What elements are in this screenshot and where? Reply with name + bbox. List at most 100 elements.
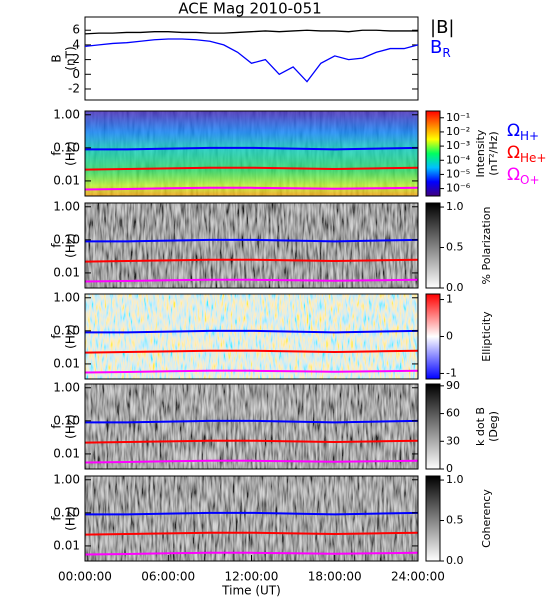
y-axis-label: f bbox=[50, 151, 64, 156]
colorbar-tick-label: 1 bbox=[446, 293, 453, 306]
y-tick-label: 6 bbox=[72, 23, 80, 37]
plot-frame bbox=[84, 383, 419, 470]
gyrofrequency-line bbox=[84, 439, 419, 444]
chart-title: ACE Mag 2010-051 bbox=[178, 0, 321, 18]
gyrofrequency-line bbox=[84, 369, 419, 374]
spectrogram-texture bbox=[85, 476, 418, 561]
y-tick-label: 0.01 bbox=[53, 173, 80, 187]
colorbar-label: Coherency bbox=[480, 489, 493, 548]
colorbar-tick-label: 0.5 bbox=[446, 241, 464, 254]
y-axis-label: (Hz) bbox=[64, 324, 78, 349]
y-tick-label: 1.00 bbox=[53, 472, 80, 486]
y-axis-label: (Hz) bbox=[64, 141, 78, 166]
colorbar-tick-label: 10⁻³ bbox=[446, 139, 470, 152]
gyrofrequency-line bbox=[84, 166, 419, 171]
legend-entry: BR bbox=[430, 37, 451, 60]
spectrogram-texture bbox=[85, 384, 418, 469]
colorbar bbox=[425, 383, 441, 470]
x-tick-label: 18:00:00 bbox=[308, 570, 362, 584]
gyrofrequency-line bbox=[85, 419, 419, 424]
y-tick-label: 0.01 bbox=[53, 538, 80, 552]
gyrofrequency-line bbox=[84, 551, 419, 556]
legend-entry: ΩO+ bbox=[507, 165, 540, 187]
colorbar-tick-label: 10⁻⁴ bbox=[446, 153, 471, 166]
colorbar-tick-label: -1 bbox=[446, 366, 457, 379]
colorbar-label: (nT²/Hz) bbox=[487, 131, 500, 175]
colorbar bbox=[425, 110, 441, 197]
y-tick-label: 0 bbox=[72, 67, 80, 81]
y-tick-label: 0.10 bbox=[53, 232, 80, 246]
y-tick-label: 0.10 bbox=[53, 140, 80, 154]
gyrofrequency-line bbox=[85, 329, 419, 334]
colorbar-label: % Polarization bbox=[480, 207, 493, 285]
colorbar-tick-label: 10⁻¹ bbox=[446, 111, 470, 124]
colorbar bbox=[425, 293, 441, 380]
colorbar-label: Intensity bbox=[474, 129, 487, 177]
y-axis-label: B bbox=[50, 54, 64, 62]
plot-frame bbox=[84, 110, 419, 197]
gyrofrequency-line bbox=[84, 531, 419, 536]
legend-entry: ΩHe+ bbox=[507, 143, 546, 165]
colorbar-tick-label: 0.0 bbox=[446, 554, 464, 567]
plot-frame bbox=[84, 16, 419, 101]
x-tick-label: 06:00:00 bbox=[141, 570, 195, 584]
y-axis-label: (Hz) bbox=[64, 506, 78, 531]
x-tick-label: 00:00:00 bbox=[58, 570, 112, 584]
colorbar-tick-label: 1.0 bbox=[446, 473, 464, 486]
y-tick-label: 0.01 bbox=[53, 356, 80, 370]
gyrofrequency-line bbox=[84, 186, 419, 191]
spectrogram-texture bbox=[85, 294, 418, 379]
y-tick-label: 1.00 bbox=[53, 290, 80, 304]
colorbar-label: Ellipticity bbox=[480, 311, 493, 362]
gyrofrequency-line bbox=[85, 146, 419, 151]
y-axis-label: (Hz) bbox=[64, 233, 78, 258]
line-series bbox=[84, 29, 418, 35]
colorbar-label: k dot B bbox=[474, 407, 487, 446]
colorbar-tick-label: 0 bbox=[446, 330, 453, 343]
gyrofrequency-line bbox=[84, 258, 419, 263]
colorbar-tick-label: 0.0 bbox=[446, 281, 464, 294]
y-tick-label: 1.00 bbox=[53, 380, 80, 394]
x-tick-label: 12:00:00 bbox=[225, 570, 279, 584]
gyrofrequency-line bbox=[84, 459, 419, 464]
y-tick-label: 2 bbox=[72, 52, 80, 66]
y-tick-label: 0.10 bbox=[53, 505, 80, 519]
colorbar-tick-label: 90 bbox=[446, 379, 460, 392]
y-axis-label: f bbox=[50, 424, 64, 429]
y-tick-label: 0.10 bbox=[53, 413, 80, 427]
y-axis-label: f bbox=[50, 243, 64, 248]
x-axis-label: Time (UT) bbox=[221, 584, 281, 598]
colorbar bbox=[425, 475, 441, 562]
plot-frame bbox=[84, 293, 419, 380]
gyrofrequency-line bbox=[84, 278, 419, 283]
legend-entry: ΩH+ bbox=[507, 121, 539, 143]
colorbar-tick-label: 30 bbox=[446, 434, 460, 447]
spectrogram-texture bbox=[85, 203, 418, 288]
y-axis-label: f bbox=[50, 334, 64, 339]
colorbar-tick-label: 10⁻² bbox=[446, 125, 470, 138]
colorbar-tick-label: 60 bbox=[446, 407, 460, 420]
gyrofrequency-line bbox=[85, 238, 419, 243]
colorbar bbox=[425, 202, 441, 289]
plot-frame bbox=[84, 202, 419, 289]
colorbar-tick-label: 0 bbox=[446, 462, 453, 475]
y-tick-label: 0.01 bbox=[53, 265, 80, 279]
y-tick-label: 4 bbox=[72, 37, 80, 51]
line-series bbox=[84, 38, 419, 83]
legend-entry: |B| bbox=[430, 17, 454, 38]
y-axis-label: (nT) bbox=[64, 46, 78, 70]
gyrofrequency-line bbox=[85, 511, 419, 516]
y-tick-label: -2 bbox=[68, 81, 80, 95]
colorbar-label: (Deg) bbox=[487, 411, 500, 442]
colorbar-tick-label: 10⁻⁶ bbox=[446, 182, 471, 195]
y-tick-label: 1.00 bbox=[53, 107, 80, 121]
y-axis-label: (Hz) bbox=[64, 414, 78, 439]
gyrofrequency-line bbox=[84, 349, 419, 354]
colorbar-tick-label: 10⁻⁵ bbox=[446, 167, 470, 180]
spectrogram-texture bbox=[85, 111, 418, 196]
colorbar-tick-label: 1.0 bbox=[446, 200, 464, 213]
x-tick-label: 24:00:00 bbox=[391, 570, 445, 584]
y-axis-label: f bbox=[50, 516, 64, 521]
y-tick-label: 0.10 bbox=[53, 323, 80, 337]
